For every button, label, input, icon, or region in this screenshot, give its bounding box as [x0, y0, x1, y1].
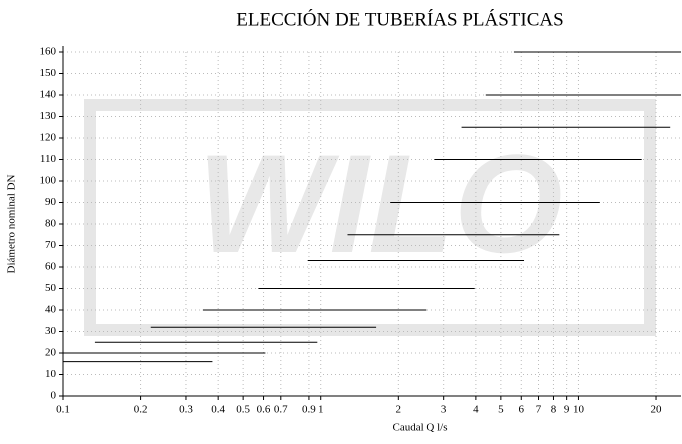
- y-tick-label: 60: [45, 261, 57, 273]
- y-tick-label: 160: [40, 46, 57, 58]
- y-tick-label: 130: [40, 110, 57, 122]
- y-tick-label: 110: [40, 153, 57, 165]
- y-tick-label: 90: [45, 196, 57, 208]
- y-tick-label: 0: [51, 390, 57, 402]
- x-tick-label: 1: [318, 404, 324, 416]
- x-tick-label: 10: [573, 404, 585, 416]
- y-tick-label: 80: [45, 218, 57, 230]
- x-tick-label: 0.3: [179, 404, 193, 416]
- y-tick-label: 40: [45, 304, 57, 316]
- x-tick-label: 0.9: [302, 404, 316, 416]
- x-tick-label: 5: [498, 404, 504, 416]
- x-axis-label: Caudal Q l/s: [393, 422, 448, 434]
- y-axis-label: Diámetro nominal DN: [6, 174, 18, 273]
- chart-title: ELECCIÓN DE TUBERÍAS PLÁSTICAS: [236, 8, 563, 30]
- x-tick-label: 0.4: [211, 404, 225, 416]
- y-tick-label: 140: [40, 89, 57, 101]
- x-tick-label: 6: [519, 404, 525, 416]
- x-tick-label: 2: [396, 404, 402, 416]
- y-tick-label: 70: [45, 239, 57, 251]
- x-tick-label: 0.6: [257, 404, 271, 416]
- y-tick-label: 100: [40, 175, 57, 187]
- y-tick-label: 20: [45, 347, 57, 359]
- x-tick-label: 0.5: [236, 404, 250, 416]
- x-tick-label: 20: [651, 404, 663, 416]
- x-tick-label: 7: [536, 404, 542, 416]
- watermark-frame: [84, 99, 656, 336]
- x-tick-label: 3: [441, 404, 447, 416]
- x-tick-label: 0.1: [56, 404, 70, 416]
- watermark: WILO: [197, 125, 562, 282]
- y-tick-label: 50: [45, 282, 57, 294]
- y-tick-label: 30: [45, 325, 57, 337]
- x-tick-label: 9: [564, 404, 570, 416]
- x-tick-label: 4: [473, 404, 479, 416]
- x-tick-label: 0.2: [134, 404, 148, 416]
- y-tick-label: 120: [40, 132, 57, 144]
- y-tick-label: 150: [40, 67, 57, 79]
- x-tick-label: 8: [551, 404, 557, 416]
- y-tick-label: 10: [45, 368, 57, 380]
- x-tick-label: 0.7: [274, 404, 288, 416]
